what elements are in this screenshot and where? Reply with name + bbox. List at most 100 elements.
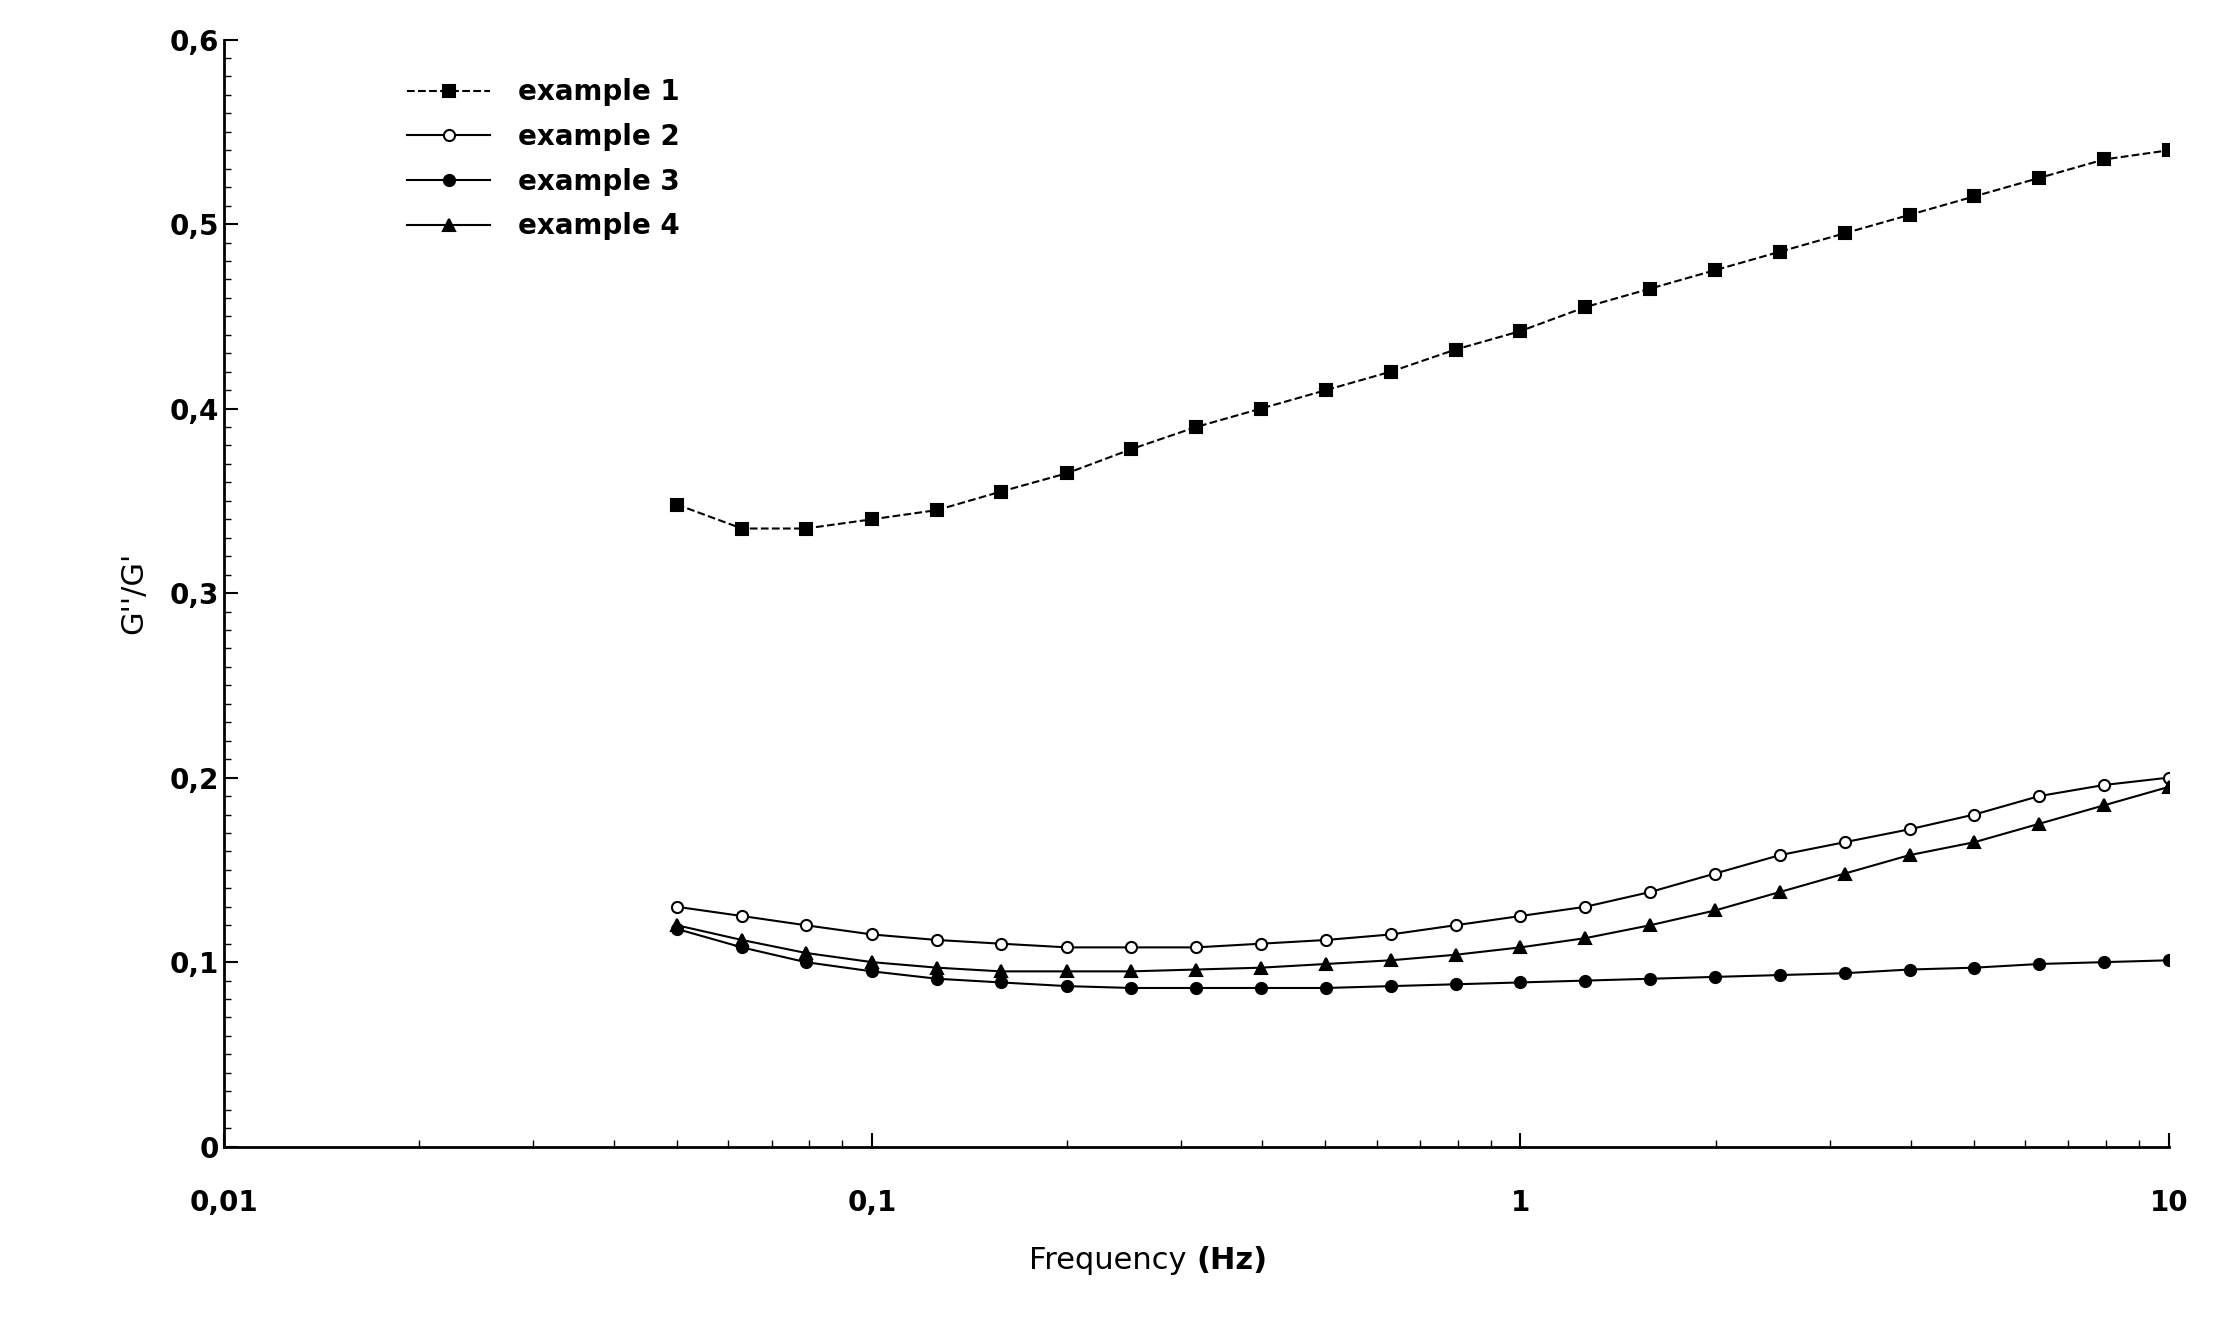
example 3 (1118, 981, 1145, 996)
example 1 (1896, 207, 1923, 223)
example 4 (729, 932, 756, 948)
example 2 (1572, 899, 1599, 915)
example 3 (2026, 956, 2053, 971)
example 4 (923, 960, 950, 975)
example 4 (1702, 903, 1728, 919)
example 2 (1118, 940, 1145, 956)
example 3 (2156, 953, 2182, 969)
Line: example 1: example 1 (671, 145, 2173, 534)
example 1 (729, 521, 756, 536)
example 2 (988, 936, 1015, 952)
example 3 (988, 974, 1015, 990)
example 3 (1442, 977, 1469, 992)
example 3 (1248, 981, 1275, 996)
example 3 (1053, 978, 1080, 994)
example 2 (923, 932, 950, 948)
example 3 (1637, 971, 1664, 987)
example 4 (1248, 960, 1275, 975)
example 2 (1507, 908, 1534, 924)
example 3 (1831, 965, 1858, 981)
example 2 (859, 927, 885, 942)
Text: 1: 1 (1512, 1189, 1529, 1217)
example 3 (1896, 962, 1923, 978)
example 1 (859, 511, 885, 527)
Line: example 2: example 2 (671, 772, 2173, 953)
example 1 (1702, 262, 1728, 278)
example 1 (1831, 225, 1858, 241)
example 2 (792, 917, 818, 933)
example 1 (1507, 323, 1534, 339)
example 1 (1313, 382, 1339, 398)
example 3 (1766, 967, 1793, 983)
Text: 10: 10 (2149, 1189, 2189, 1217)
Text: 0,01: 0,01 (190, 1189, 257, 1217)
example 2 (1831, 834, 1858, 850)
example 4 (1766, 884, 1793, 900)
example 1 (1572, 299, 1599, 315)
example 3 (1702, 969, 1728, 985)
example 2 (1896, 821, 1923, 837)
example 4 (792, 945, 818, 961)
example 2 (729, 908, 756, 924)
example 2 (664, 899, 691, 915)
example 1 (1248, 401, 1275, 416)
example 1 (1637, 281, 1664, 297)
example 2 (1442, 917, 1469, 933)
example 4 (1896, 847, 1923, 863)
example 3 (1507, 974, 1534, 990)
example 4 (1831, 866, 1858, 882)
example 4 (1961, 834, 1988, 850)
example 4 (1053, 963, 1080, 979)
Text: 0,1: 0,1 (847, 1189, 897, 1217)
example 1 (664, 497, 691, 513)
example 1 (2156, 142, 2182, 158)
example 1 (1183, 419, 1210, 435)
Text: (Hz): (Hz) (1196, 1247, 1268, 1276)
example 3 (792, 954, 818, 970)
example 2 (2156, 770, 2182, 786)
example 2 (1961, 807, 1988, 822)
example 1 (1961, 188, 1988, 204)
example 1 (2091, 152, 2117, 167)
Legend: example 1, example 2, example 3, example 4: example 1, example 2, example 3, example… (394, 65, 693, 254)
example 2 (1702, 866, 1728, 882)
example 4 (664, 917, 691, 933)
example 4 (1313, 956, 1339, 971)
example 1 (2026, 170, 2053, 186)
example 3 (664, 921, 691, 937)
example 4 (1637, 917, 1664, 933)
example 3 (1961, 960, 1988, 975)
example 4 (1183, 962, 1210, 978)
example 3 (1572, 973, 1599, 988)
Line: example 3: example 3 (671, 924, 2173, 994)
Line: example 4: example 4 (671, 782, 2173, 977)
example 3 (1183, 981, 1210, 996)
example 1 (988, 484, 1015, 500)
example 2 (1183, 940, 1210, 956)
example 4 (1377, 953, 1404, 969)
example 2 (1377, 927, 1404, 942)
example 2 (2026, 788, 2053, 804)
example 1 (1766, 244, 1793, 260)
example 4 (1442, 946, 1469, 962)
example 1 (1053, 465, 1080, 481)
example 4 (2156, 779, 2182, 795)
example 3 (2091, 954, 2117, 970)
example 4 (1507, 940, 1534, 956)
example 2 (1766, 847, 1793, 863)
example 1 (1118, 442, 1145, 457)
example 2 (1637, 884, 1664, 900)
example 3 (729, 940, 756, 956)
Y-axis label: G''/G': G''/G' (119, 552, 148, 634)
example 3 (1313, 981, 1339, 996)
example 2 (1313, 932, 1339, 948)
example 3 (1377, 978, 1404, 994)
example 2 (2091, 778, 2117, 793)
Text: Frequency: Frequency (1029, 1247, 1196, 1276)
example 1 (923, 502, 950, 518)
example 4 (988, 963, 1015, 979)
example 3 (923, 971, 950, 987)
example 3 (859, 963, 885, 979)
example 1 (1377, 364, 1404, 380)
example 1 (792, 521, 818, 536)
